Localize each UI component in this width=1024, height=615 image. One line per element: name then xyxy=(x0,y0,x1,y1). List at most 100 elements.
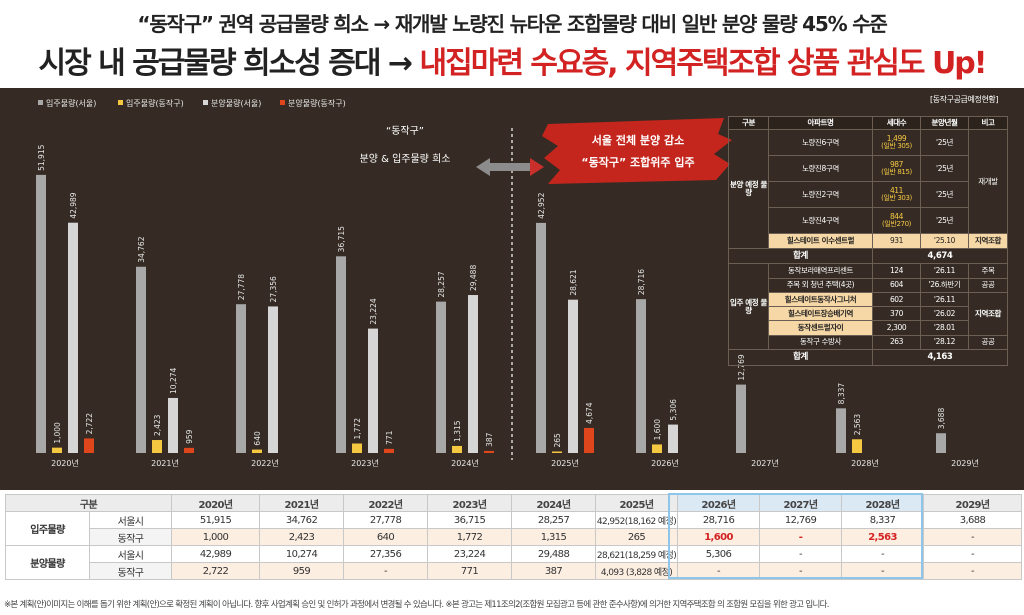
bar-data-label: 34,762 xyxy=(137,236,146,262)
supply-name: 힐스테이트동작사그니처 xyxy=(768,291,873,308)
x-tick-label: 2025년 xyxy=(551,458,579,468)
table-year-header: 2024년 xyxy=(511,494,597,512)
supply-units: 844 (일반270) xyxy=(872,207,921,235)
x-tick-label: 2026년 xyxy=(651,458,679,468)
headline-line2-red: 내집마련 수요층, 지역주택조합 상품 관심도 Up! xyxy=(419,46,988,81)
supply-name: 주복 외 청년 주택(4곳) xyxy=(768,277,873,293)
supply-row: 분양 예정 물량 노량진6구역 1,499 (일반 305) '25년 재개발 xyxy=(728,128,1008,249)
bar xyxy=(468,295,478,453)
supply-units: 2,300 xyxy=(872,320,921,336)
legend-swatch xyxy=(203,100,208,105)
supply-row: 노량진4구역 844 (일반270) '25년 xyxy=(729,207,1008,235)
supply-date: '25년 xyxy=(920,155,969,183)
bar-data-label: 42,989 xyxy=(69,192,78,218)
table-cell: 2,722 xyxy=(171,562,261,580)
table-corner: 구분 xyxy=(4,494,173,512)
bar-data-label: 2,722 xyxy=(85,413,94,435)
supply-move-total-row: 합계 4,163 xyxy=(728,348,1008,367)
supply-header-cell: 아파트명 xyxy=(768,116,873,130)
supply-date: '28.01 xyxy=(920,320,969,336)
annotation-right-line2: “동작구” 조합위주 입주 xyxy=(581,155,694,169)
headline-line2: 시장 내 공급물량 희소성 증대 → 내집마련 수요층, 지역주택조합 상품 관… xyxy=(0,38,1024,82)
bar xyxy=(168,397,178,453)
supply-units: 1,499 (일반 305) xyxy=(872,128,921,157)
bar xyxy=(136,266,146,453)
table-cell: - xyxy=(923,528,1023,546)
annotation-left-quote: “동작구” xyxy=(386,125,424,137)
table-row: 분양물량 서울시 42,989 10,274 27,356 23,224 29,488 28,… xyxy=(5,545,1023,580)
supply-name: 힐스테이트 이수센트럴 xyxy=(768,233,873,249)
supply-total-value: 4,674 xyxy=(872,247,1008,265)
table-cell: - xyxy=(343,562,429,580)
table-cell: 51,915 xyxy=(171,511,261,529)
bar-data-label: 265 xyxy=(553,433,562,448)
supply-date: '26.하반기 xyxy=(920,277,969,293)
bar xyxy=(636,299,646,453)
x-tick-label: 2029년 xyxy=(951,458,979,468)
bar xyxy=(584,427,594,453)
supply-header-cell: 분양년월 xyxy=(920,116,969,130)
supply-row: 입주 예정 물량 동작보라매역프리센트 124 '26.11 주복 xyxy=(728,263,1008,350)
table-cell: 28,621(18,259 예정) xyxy=(595,545,679,563)
chart-x-ticks: 2020년 2021년 2022년 2023년 2024년 2025년 2026년 2027년… xyxy=(51,458,979,468)
bar xyxy=(84,438,94,453)
table-year-header: 2027년 xyxy=(759,494,843,512)
supply-date: '25년 xyxy=(920,128,969,157)
table-cell: - xyxy=(841,545,925,563)
bar xyxy=(252,449,262,453)
supply-date: '28.12 xyxy=(920,334,969,350)
supply-date: '25년 xyxy=(920,207,969,235)
chart-legend: 입주물량(서울) 입주물량(동작구) 분양물량(서울) 분양물량(동작구) xyxy=(38,98,346,108)
table-cell: - xyxy=(677,562,761,580)
x-tick-label: 2020년 xyxy=(51,458,79,468)
table-cell: - xyxy=(923,545,1023,563)
supply-row: 노량진2구역 411 (일반 303) '25년 xyxy=(729,181,1008,209)
table-cell: 28,716 xyxy=(677,511,761,529)
bar-data-label: 29,488 xyxy=(469,265,478,291)
headline-line2-black: 시장 내 공급물량 희소성 증대 → xyxy=(38,46,414,81)
supply-note: 지역조합 xyxy=(968,233,1008,249)
bar-data-label: 771 xyxy=(385,430,394,445)
supply-total-label: 합계 xyxy=(728,247,873,265)
bar-data-label: 12,769 xyxy=(737,354,746,380)
bar xyxy=(368,328,378,453)
supply-name: 노량진6구역 xyxy=(768,128,873,157)
bar-data-label: 8,337 xyxy=(837,383,846,405)
table-cell: 2,423 xyxy=(259,528,345,546)
table-cell: 387 xyxy=(511,562,597,580)
table-cell: 3,688 xyxy=(923,511,1023,529)
table-cell: 23,224 xyxy=(427,545,513,563)
bar-chart: 입주물량(서울) 입주물량(동작구) 분양물량(서울) 분양물량(동작구) 51,91… xyxy=(36,98,979,468)
table-cell: 959 xyxy=(259,562,345,580)
supply-note: 지역조합 xyxy=(968,291,1008,336)
supply-note: 주복 xyxy=(968,263,1008,279)
supply-name: 노량진4구역 xyxy=(768,207,873,235)
supply-row-highlight: 동작센트럴자이 2,300 '28.01 xyxy=(729,320,1008,336)
legend-swatch xyxy=(280,100,285,105)
bar-data-label: 2,563 xyxy=(853,414,862,436)
supply-row: 노량진8구역 987 (일반 815) '25년 xyxy=(729,155,1008,183)
supply-table-caption: [동작구공급예정현황] xyxy=(930,95,999,104)
table-year-header: 2026년 xyxy=(677,494,761,512)
bar-data-label: 23,224 xyxy=(369,298,378,324)
bar xyxy=(552,451,562,453)
table-row: 동작구 1,000 2,423 640 1,772 1,315 265 1,600-2,563… xyxy=(6,528,1023,546)
table-cell: 1,315 xyxy=(511,528,597,546)
supply-schedule-table: 구분 아파트명 세대수 분양년월 비고 분양 예정 물량 노량진6구역 1,49… xyxy=(728,116,1008,367)
legend-label: 입주물량(동작구) xyxy=(126,98,184,108)
table-cell: 10,274 xyxy=(259,545,345,563)
bar-data-label: 5,306 xyxy=(669,399,678,421)
bar xyxy=(852,439,862,453)
supply-total-label: 합계 xyxy=(728,348,873,367)
supply-row: 동작구 수방사 263 '28.12 공공 xyxy=(729,334,1008,350)
table-row: 입주물량 서울시 51,915 34,762 27,778 36,715 28,257 42,… xyxy=(5,511,1023,546)
bar xyxy=(36,174,46,454)
bar xyxy=(268,306,278,453)
table-header-row: 구분 2020년 2021년 2022년 2023년 2024년 2025년 2… xyxy=(4,494,1023,512)
x-tick-label: 2021년 xyxy=(151,458,179,468)
chart-data-labels: 51,915 1,000 42,989 2,722 34,762 2,423 10,274 9… xyxy=(37,144,946,447)
table-cell: 1,600 xyxy=(677,528,761,546)
table-cell: 12,769 xyxy=(759,511,843,529)
bar xyxy=(152,440,162,453)
bar-data-label: 1,315 xyxy=(453,420,462,442)
